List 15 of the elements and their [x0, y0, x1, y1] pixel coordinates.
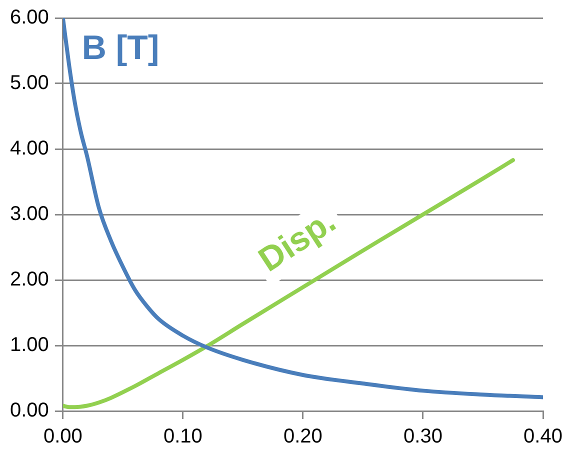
y-tick-label: 3.00	[10, 203, 49, 226]
y-tick-label: 2.00	[10, 268, 49, 291]
text: Disp.	[252, 202, 342, 280]
y-tick-label: 6.00	[10, 6, 49, 29]
x-tick-label: 0.40	[524, 426, 562, 448]
y-tick-label: 4.00	[10, 138, 49, 160]
x-tick-label: 0.30	[404, 426, 442, 448]
series-label: B [T]	[82, 28, 160, 67]
y-tick-label: 0.00	[10, 400, 49, 422]
x-tick-label: 0.20	[283, 426, 322, 448]
y-tick-label: 1.00	[10, 334, 49, 356]
y-tick-label: 5.00	[10, 72, 49, 94]
line-series	[62, 158, 515, 410]
x-tick-label: 0.00	[43, 426, 82, 448]
x-tick-label: 0.10	[163, 426, 202, 448]
